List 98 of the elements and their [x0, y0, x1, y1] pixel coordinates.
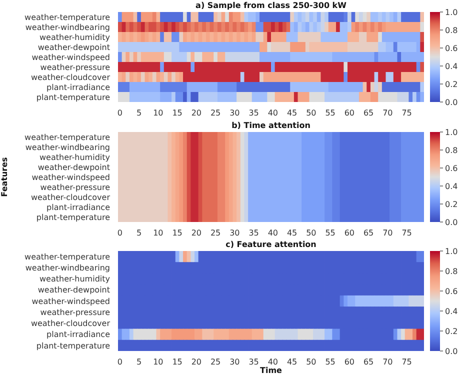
color-bar-label: 0.2 — [445, 80, 458, 89]
y-tick-label: weather-pressure — [40, 62, 110, 72]
x-tick-label: 30 — [230, 108, 240, 118]
y-tick-label: weather-humidity — [40, 274, 110, 284]
x-tick-label: 0 — [117, 358, 122, 367]
y-tick-label: weather-cloudcover — [30, 72, 111, 82]
y-tick-label: plant-irradiance — [46, 202, 110, 212]
x-tick-label: 75 — [402, 108, 412, 118]
color-bar-label: 0.4 — [445, 62, 458, 71]
x-tick-label: 15 — [172, 358, 182, 367]
y-tick-label: plant-irradiance — [46, 82, 110, 92]
x-axis-title: Time — [260, 366, 283, 374]
color-bar-label: 0.6 — [445, 286, 458, 296]
color-bar-label: 0.8 — [445, 26, 458, 35]
y-tick-label: weather-temperature — [24, 252, 110, 262]
color-bar-label: 0.8 — [445, 146, 458, 155]
y-tick-label: weather-windspeed — [32, 296, 110, 306]
color-bar-label: 0.6 — [445, 44, 458, 53]
x-tick-label: 5 — [136, 108, 142, 118]
x-tick-label: 45 — [286, 228, 298, 238]
y-tick-label: plant-temperature — [36, 92, 110, 102]
color-bar-label: 0.2 — [445, 326, 458, 336]
color-bar-label: 1.0 — [445, 246, 458, 256]
color-bar-label: 0.0 — [445, 218, 458, 227]
color-bar-label: 0.8 — [445, 266, 458, 276]
x-tick-label: 25 — [210, 228, 221, 238]
x-tick-label: 10 — [153, 228, 164, 238]
x-tick-label: 65 — [363, 108, 374, 118]
x-tick-label: 20 — [191, 358, 202, 367]
y-tick-label: weather-cloudcover — [30, 319, 111, 328]
x-tick-label: 10 — [153, 358, 164, 367]
chart-title: a) Sample from class 250-300 kW — [194, 1, 348, 11]
y-tick-label: weather-temperature — [24, 12, 110, 22]
x-tick-label: 65 — [363, 228, 374, 238]
x-tick-label: 30 — [230, 358, 240, 367]
x-tick-label: 55 — [325, 358, 336, 367]
x-tick-label: 75 — [402, 358, 412, 367]
y-tick-label: weather-humidity — [40, 32, 110, 42]
x-tick-label: 40 — [268, 108, 278, 118]
x-tick-label: 0 — [117, 228, 122, 238]
y-axis-title: Features — [0, 156, 9, 197]
y-tick-label: plant-temperature — [36, 212, 110, 222]
y-tick-label: weather-dewpoint — [38, 162, 110, 172]
chart-title: c) Feature attention — [224, 240, 318, 250]
x-tick-label: 45 — [286, 358, 298, 367]
y-tick-label: weather-pressure — [40, 182, 110, 192]
y-tick-label: weather-windbearing — [25, 142, 110, 152]
x-tick-label: 50 — [306, 108, 316, 118]
x-tick-label: 50 — [306, 228, 316, 238]
x-tick-label: 40 — [268, 358, 278, 367]
y-tick-label: plant-temperature — [36, 341, 110, 350]
x-tick-label: 50 — [306, 358, 316, 367]
x-tick-label: 10 — [153, 108, 164, 118]
y-tick-label: weather-windspeed — [32, 52, 110, 62]
y-tick-label: plant-irradiance — [46, 330, 110, 340]
x-tick-label: 65 — [363, 358, 374, 367]
x-tick-label: 70 — [382, 228, 393, 238]
x-tick-label: 60 — [344, 228, 355, 238]
y-tick-label: weather-cloudcover — [30, 192, 111, 202]
x-tick-label: 35 — [248, 358, 259, 367]
x-tick-label: 35 — [248, 108, 259, 118]
color-bar-label: 1.0 — [445, 8, 458, 17]
y-tick-label: weather-windbearing — [25, 22, 110, 32]
x-tick-label: 15 — [172, 228, 182, 238]
x-tick-label: 75 — [402, 228, 412, 238]
x-tick-label: 15 — [172, 108, 182, 118]
x-tick-label: 70 — [382, 108, 393, 118]
x-tick-label: 25 — [210, 108, 221, 118]
x-tick-label: 60 — [344, 358, 355, 367]
x-tick-label: 30 — [230, 228, 240, 238]
x-tick-label: 20 — [191, 228, 202, 238]
x-tick-label: 55 — [325, 228, 336, 238]
color-bar-label: 0.0 — [445, 98, 458, 107]
x-tick-label: 5 — [136, 358, 142, 367]
x-tick-label: 60 — [344, 108, 355, 118]
color-bar-label: 0.0 — [445, 346, 458, 356]
x-tick-label: 5 — [136, 228, 142, 238]
y-tick-label: weather-windspeed — [32, 172, 110, 182]
x-tick-label: 0 — [117, 108, 122, 118]
x-tick-label: 20 — [191, 108, 202, 118]
x-tick-label: 70 — [382, 358, 393, 367]
x-tick-label: 55 — [325, 108, 336, 118]
y-tick-label: weather-temperature — [24, 132, 110, 142]
y-tick-label: weather-dewpoint — [38, 42, 110, 52]
y-tick-label: weather-windbearing — [25, 264, 110, 273]
y-tick-label: weather-dewpoint — [38, 286, 110, 295]
x-tick-label: 40 — [268, 228, 278, 238]
color-bar-label: 0.6 — [445, 164, 458, 173]
color-bar-label: 0.4 — [445, 182, 458, 191]
x-tick-label: 45 — [286, 108, 298, 118]
y-tick-label: weather-humidity — [40, 152, 110, 162]
color-bar-label: 0.2 — [445, 200, 458, 209]
color-bar-label: 0.4 — [445, 306, 458, 316]
chart-title: b) Time attention — [230, 121, 312, 131]
x-tick-label: 35 — [248, 228, 259, 238]
y-tick-label: weather-pressure — [40, 308, 110, 317]
color-bar-label: 1.0 — [445, 128, 458, 137]
x-tick-label: 25 — [210, 358, 221, 367]
